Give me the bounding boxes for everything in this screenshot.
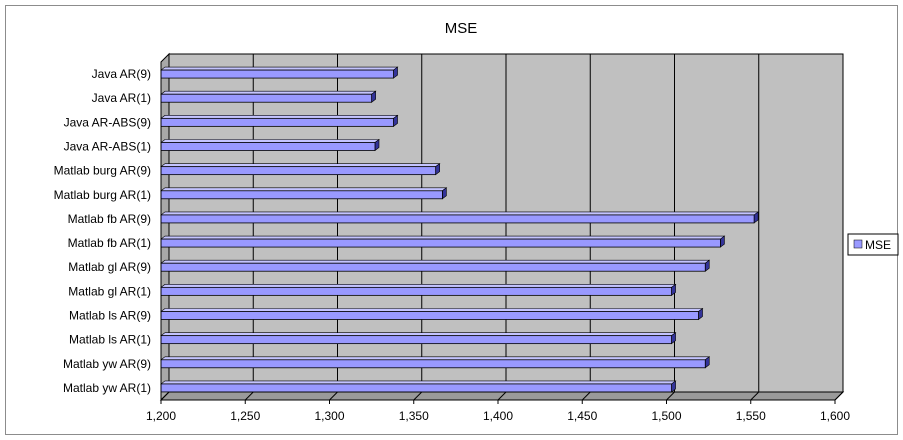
category-label: Java AR-ABS(9) — [64, 115, 151, 129]
x-tick-label: 1,500 — [651, 409, 681, 423]
x-tick-label: 1,400 — [483, 409, 513, 423]
x-tick-label: 1,350 — [399, 409, 429, 423]
bar — [160, 190, 443, 200]
x-tick-label: 1,300 — [314, 409, 344, 423]
bar-top-face — [160, 66, 399, 71]
x-floor-gridline — [244, 391, 254, 401]
x-floor-gridline — [666, 391, 675, 401]
category-label: Matlab burg AR(9) — [54, 164, 151, 178]
bar — [160, 214, 755, 224]
bar-top-face — [160, 284, 677, 288]
bar-top-face — [160, 380, 677, 385]
category-label: Matlab gl AR(1) — [68, 284, 151, 298]
bar — [160, 117, 394, 127]
bar — [160, 238, 721, 248]
chart-svg: MSE 1,200 1,250 1,300 1,350 1,400 1,450 1,500 1… — [54, 20, 899, 423]
x-floor-gridline — [834, 391, 844, 401]
x-floor-gridline — [497, 391, 507, 401]
bar-top-face — [160, 187, 448, 192]
x-floor-gridline — [581, 391, 591, 401]
x-tick-label: 1,550 — [736, 409, 766, 423]
x-floor-gridline — [160, 391, 170, 401]
bar — [160, 359, 706, 369]
bar — [160, 262, 706, 272]
legend-swatch — [853, 239, 863, 249]
chart-title: MSE — [445, 20, 478, 37]
category-label: Matlab gl AR(9) — [68, 260, 151, 274]
category-label: Java AR(1) — [92, 91, 151, 105]
category-label: Matlab ls AR(9) — [69, 309, 151, 323]
category-label: Java AR-ABS(1) — [64, 140, 151, 154]
bar-top-face — [160, 139, 380, 143]
bar-top-face — [160, 308, 704, 312]
bar-top-face — [160, 356, 711, 361]
legend-box — [847, 233, 899, 256]
category-label: Matlab fb AR(9) — [68, 212, 151, 226]
x-tick-label: 1,200 — [146, 409, 176, 423]
category-label: Matlab yw AR(9) — [63, 357, 151, 371]
bar — [160, 383, 672, 393]
bar-top-face — [160, 211, 760, 216]
x-floor-gridline — [413, 391, 423, 401]
chart-frame: MSE 1,200 1,250 1,300 1,350 1,400 1,450 1,500 1… — [5, 5, 899, 435]
bar — [160, 286, 672, 296]
bar-top-face — [160, 90, 377, 95]
bar — [160, 142, 376, 151]
x-tick-label: 1,600 — [820, 409, 850, 423]
plot-area: 1,200 1,250 1,300 1,350 1,400 1,450 1,500 1,550… — [54, 52, 850, 423]
category-label: Matlab fb AR(1) — [68, 236, 151, 250]
bar — [160, 335, 672, 345]
bar-top-face — [160, 259, 711, 264]
category-label: Matlab yw AR(1) — [63, 381, 151, 395]
x-tick-label: 1,450 — [567, 409, 597, 423]
category-label: Matlab burg AR(1) — [54, 188, 151, 202]
x-floor-gridline — [750, 391, 760, 401]
legend: MSE — [847, 233, 899, 256]
bar-top-face — [160, 115, 399, 119]
legend-label-mse: MSE — [865, 238, 891, 252]
x-tick-label: 1,250 — [230, 409, 260, 423]
bar — [160, 166, 437, 176]
bar — [160, 69, 394, 79]
bar — [160, 93, 373, 103]
x-floor-gridline — [329, 391, 338, 401]
bar — [160, 311, 699, 320]
bar-top-face — [160, 163, 441, 167]
category-label: Java AR(9) — [92, 67, 151, 81]
plot-side-wall — [160, 52, 170, 402]
category-label: Matlab ls AR(1) — [69, 333, 151, 347]
bar-top-face — [160, 235, 726, 240]
bar-top-face — [160, 332, 677, 336]
